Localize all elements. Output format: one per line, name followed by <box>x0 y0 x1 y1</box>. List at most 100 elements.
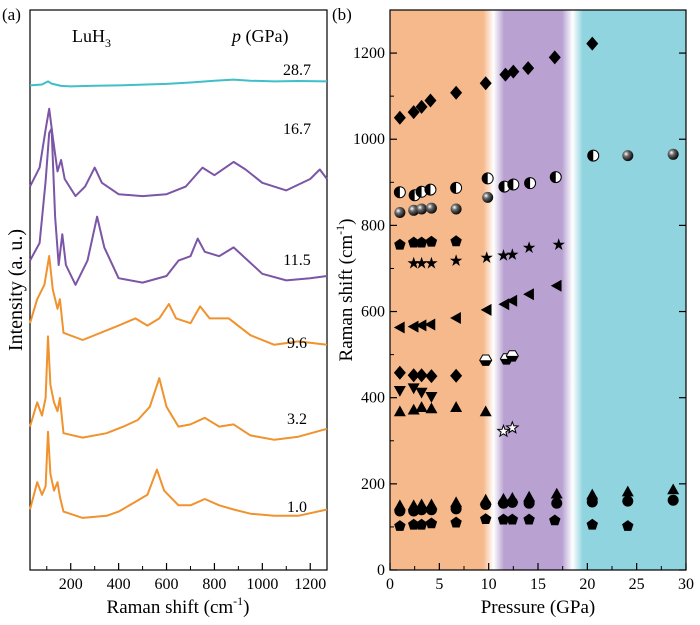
data-point-pentagon <box>394 238 406 250</box>
data-point-pentagon <box>497 513 510 525</box>
data-point-diamond <box>407 368 420 383</box>
panel-b-label: (b) <box>332 5 352 24</box>
data-point-sphere <box>425 202 437 214</box>
data-point-diamond <box>586 36 599 51</box>
data-point-pentagon <box>408 236 420 248</box>
data-point-diamond <box>407 105 420 120</box>
x-tick-label: 1000 <box>246 576 278 593</box>
data-point-triangle-left <box>424 318 436 331</box>
x-tick-label: 25 <box>629 576 645 593</box>
data-point-triangle-up <box>415 401 428 412</box>
x-tick-label: 5 <box>435 576 443 593</box>
pressure-label: 1.0 <box>287 499 307 516</box>
data-point-star <box>480 251 493 263</box>
data-point-half-circle <box>507 178 520 191</box>
pressure-label: 16.7 <box>283 121 311 138</box>
data-point-circle <box>416 504 428 516</box>
data-point-triangle-left <box>523 288 534 301</box>
panel-a-series <box>29 78 328 519</box>
data-point-diamond <box>450 368 463 383</box>
data-point-circle <box>622 495 634 507</box>
data-point-sphere <box>416 203 428 215</box>
data-point-pentagon <box>450 235 462 247</box>
data-point-open-star <box>496 423 511 438</box>
data-point-diamond <box>415 368 428 383</box>
data-point-triangle-down <box>415 387 428 399</box>
x-tick-label: 800 <box>202 576 226 593</box>
data-point-sphere <box>394 206 406 218</box>
panel-b: 0 5 10 15 20 25 30 0 200 400 600 800 1000 1200 (b) P… <box>332 5 694 618</box>
spectrum-line <box>29 335 328 441</box>
data-point-triangle-left <box>506 294 518 307</box>
data-point-star <box>407 256 420 269</box>
data-point-triangle-left <box>498 298 510 311</box>
x-tick-label: 10 <box>481 576 497 593</box>
data-point-sphere <box>482 191 494 203</box>
data-point-pentagon <box>480 513 492 524</box>
data-point-star <box>415 256 428 269</box>
pressure-label: 11.5 <box>283 252 310 269</box>
data-point-circle <box>425 504 437 516</box>
y-tick-label: 800 <box>361 217 385 234</box>
data-point-diamond <box>425 369 438 384</box>
panel-a-pressure-labels: 28.7 16.7 11.5 9.6 3.2 1.0 <box>283 62 311 516</box>
data-point-half-circle <box>415 185 428 198</box>
panel-a-y-label: Intensity (a. u.) <box>5 229 27 351</box>
data-point-pentagon <box>415 236 428 248</box>
data-point-star <box>552 238 565 250</box>
data-point-half-circle <box>549 171 562 184</box>
data-point-diamond <box>548 50 561 65</box>
data-point-circle <box>394 505 406 517</box>
data-point-triangle-left <box>550 279 562 292</box>
data-point-triangle-up <box>425 402 438 414</box>
data-point-diamond <box>522 61 535 76</box>
data-point-circle <box>480 499 492 511</box>
data-point-pentagon <box>408 518 420 530</box>
spectrum-line <box>29 78 328 88</box>
data-point-diamond <box>393 110 406 125</box>
pressure-label: 9.6 <box>287 335 307 352</box>
data-point-pentagon <box>549 514 561 526</box>
data-point-triangle-down <box>425 392 438 403</box>
data-point-circle <box>551 497 563 509</box>
y-tick-label: 600 <box>361 304 385 321</box>
panel-b-x-ticks: 0 5 10 15 20 25 30 <box>386 563 694 593</box>
data-point-triangle-left <box>407 320 419 333</box>
data-point-pentagon <box>450 516 462 528</box>
data-point-circle <box>506 496 518 508</box>
data-point-triangle-up <box>450 401 463 412</box>
panel-b-y-label: Raman shift (cm-1) <box>333 219 357 362</box>
data-point-triangle-up <box>667 483 680 495</box>
data-point-triangle-up <box>479 405 492 417</box>
data-point-half-circle <box>481 172 494 185</box>
data-point-star <box>522 241 536 253</box>
data-point-sphere <box>450 203 462 215</box>
data-point-half-hexagon <box>505 350 519 362</box>
data-point-pentagon <box>506 513 519 525</box>
data-point-half-circle <box>498 180 511 193</box>
panel-a: 200 400 600 800 1000 1200 28.7 16.7 11.5 9.6 3.2 1… <box>2 5 328 618</box>
y-tick-label: 1000 <box>353 131 385 148</box>
data-point-diamond <box>507 64 520 79</box>
data-point-half-hexagon <box>479 354 493 366</box>
panel-a-x-ticks: 200 400 600 800 1000 1200 <box>46 563 326 593</box>
data-point-diamond <box>424 93 437 108</box>
data-point-triangle-up <box>550 487 563 499</box>
data-point-half-circle <box>524 177 537 190</box>
y-tick-label: 1200 <box>353 45 385 62</box>
pressure-unit-label: p (GPa) <box>230 26 289 47</box>
spectrum-line <box>29 127 328 286</box>
data-point-circle <box>523 497 535 509</box>
data-point-star <box>425 256 438 269</box>
x-tick-label: 1200 <box>294 576 326 593</box>
data-point-circle <box>586 496 598 508</box>
data-point-pentagon <box>523 513 535 525</box>
spectrum-line <box>29 430 328 519</box>
data-point-pentagon <box>425 235 438 247</box>
data-point-half-circle <box>587 149 600 162</box>
data-point-half-circle <box>450 181 463 194</box>
data-point-triangle-down <box>407 383 420 395</box>
x-tick-label: 600 <box>155 576 179 593</box>
panel-b-x-label: Pressure (GPa) <box>481 597 596 618</box>
